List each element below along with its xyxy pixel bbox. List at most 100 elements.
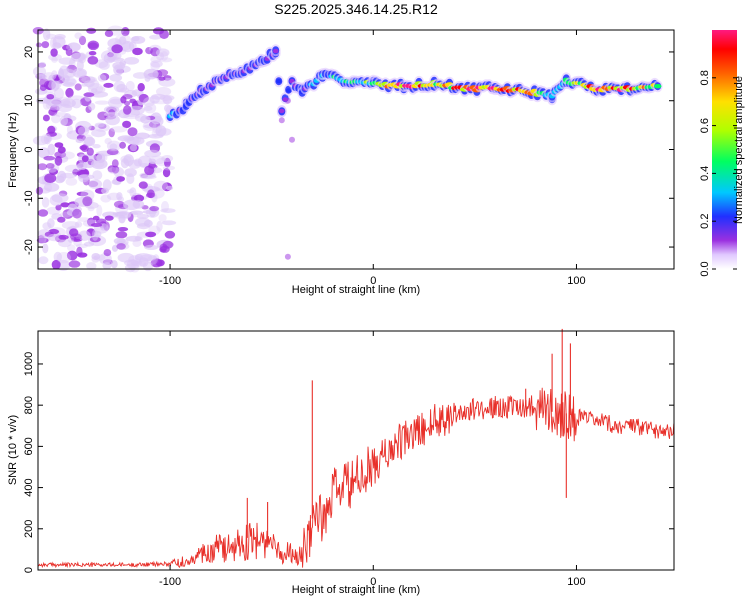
noise-blob [147,189,155,199]
noise-blob [113,237,126,245]
spectrogram-x-label: Height of straight line (km) [292,284,420,296]
noise-blob [143,106,153,111]
y-tick-label: 20 [23,46,35,58]
noise-blob [138,181,148,189]
noise-blob [53,251,62,263]
noise-blob [156,220,163,232]
noise-blob [65,47,73,57]
noise-blob [86,27,97,34]
snr-panel: -100 0 100 0 200 400 600 800 1000 Height of str… [7,328,675,596]
noise-blob [66,250,78,261]
noise-blob [132,47,143,56]
noise-blob [46,94,55,100]
noise-blob [53,75,60,82]
noise-blob [91,129,106,138]
noise-blob [112,211,128,216]
noise-blob [148,158,156,164]
noise-blob [77,217,90,223]
noise-blob [93,254,106,261]
noise-blob [71,98,82,109]
noise-blob [116,83,128,93]
noise-blob [100,194,112,203]
colorbar-tick-label: 0.2 [699,214,711,229]
noise-blob [44,173,57,183]
noise-blob [36,237,49,244]
noise-blob [104,215,114,221]
noise-blob [76,59,84,71]
noise-blob [149,206,160,212]
noise-blob [96,153,108,162]
noise-blob [111,159,119,168]
noise-blob [110,126,128,133]
noise-blob [124,263,136,273]
noise-blob [88,51,97,56]
noise-blob [43,155,56,161]
x-tick-label: -100 [159,275,181,287]
x-tick-label: -100 [159,576,181,588]
noise-blob [92,158,105,168]
noise-blob [55,204,62,211]
stray-point [289,136,295,143]
noise-blob [158,214,167,222]
noise-blob [41,197,50,208]
noise-blob [117,227,129,232]
colorbar-tick-label: 0.0 [699,261,711,276]
noise-blob [162,165,175,171]
noise-blob [129,187,137,198]
snr-x-ticks: -100 0 100 [159,331,586,588]
noise-blob [160,208,176,214]
noise-blob [64,164,82,173]
noise-blob [145,231,157,238]
noise-blob [166,185,174,191]
noise-blob [76,246,83,257]
noise-blob [108,128,115,138]
colorbar: 0.0 0.2 0.4 0.6 0.8 Normalized spectral ampl… [699,30,745,277]
noise-blob [123,154,134,167]
stray-point [284,97,291,104]
y-tick-label: 800 [23,396,35,414]
snr-y-label: SNR (10 * v/v) [7,415,19,485]
noise-blob [137,83,145,92]
noise-blob [91,229,99,241]
noise-blob [75,243,88,249]
noise-blob [161,220,177,226]
noise-blob [60,202,70,208]
noise-blob [83,241,95,247]
noise-blob [140,174,157,180]
noise-blob [155,125,167,137]
noise-blob [153,180,168,191]
noise-blob [102,179,112,192]
noise-blob [109,98,123,105]
noise-blob [76,162,88,170]
noise-blob [127,105,145,116]
noise-blob [54,142,64,148]
noise-blob [164,230,176,239]
ridge-core [276,79,282,84]
noise-blob [129,98,137,104]
noise-blob [115,34,131,45]
noise-blob [161,155,174,162]
colorbar-tick-label: 0.6 [699,118,711,133]
noise-blob [45,136,53,142]
noise-blob [50,104,60,113]
noise-blob [41,41,50,49]
noise-blob [78,174,89,183]
stray-point [284,253,291,260]
noise-blob [57,170,67,183]
colorbar-label: Normalized spectral amplitude [733,76,745,224]
noise-blob [35,186,44,195]
y-tick-label: 400 [23,478,35,496]
noise-blob [94,122,105,128]
colorbar-tick-label: 0.8 [699,70,711,85]
noise-blob [47,233,61,242]
x-tick-label: 100 [567,576,585,588]
noise-blob [51,114,61,124]
noise-blob [105,114,120,126]
noise-blob [161,201,169,213]
noise-blob [35,42,43,48]
noise-blob [149,34,162,40]
noise-blob [66,125,73,135]
noise-blob [140,115,151,124]
noise-blob [124,57,140,65]
noise-blob [53,87,64,100]
